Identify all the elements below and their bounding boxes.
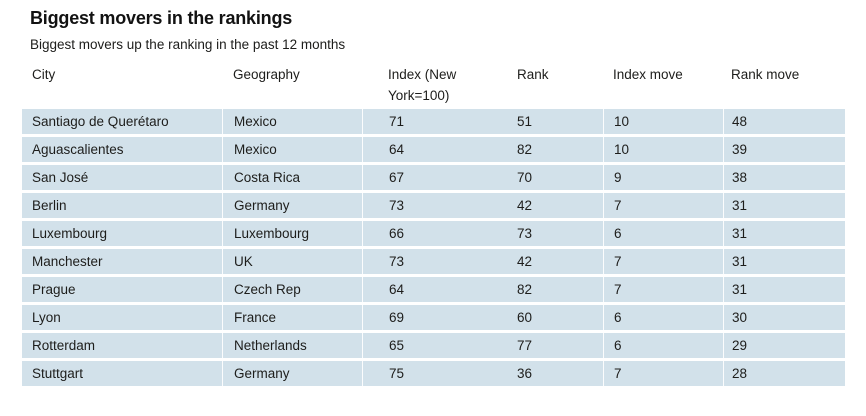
cell-index: 64	[362, 276, 505, 302]
cell-geography: Mexico	[222, 108, 362, 134]
column-header-rank: Rank	[517, 66, 549, 82]
cell-index-move: 7	[603, 248, 723, 274]
cell-geography: France	[222, 304, 362, 330]
column-header-index-move: Index move	[613, 66, 683, 82]
column-header-city: City	[32, 66, 56, 82]
cell-index-move: 7	[603, 276, 723, 302]
cell-rank: 70	[517, 169, 533, 185]
cell-index-move: 10	[603, 108, 723, 134]
cell-rank: 82	[517, 281, 533, 297]
cell-rank: 51	[517, 113, 533, 129]
cell-city: Aguascalientes	[32, 141, 124, 157]
cell-rank: 73	[517, 225, 533, 241]
cell-rank-move: 29	[723, 332, 845, 358]
cell-index-move: 6	[603, 304, 723, 330]
cell-index: 64	[362, 136, 505, 162]
table-header-row: City Geography Index (New York=100) Rank…	[22, 64, 845, 109]
cell-city: Luxembourg	[32, 225, 108, 241]
cell-rank-move: 31	[723, 276, 845, 302]
table-row: Prague Czech Rep 64 82 7 31	[22, 276, 845, 302]
subtitle: Biggest movers up the ranking in the pas…	[30, 36, 346, 52]
table-row: San José Costa Rica 67 70 9 38	[22, 164, 845, 190]
cell-rank-move: 48	[723, 108, 845, 134]
table-row: Berlin Germany 73 42 7 31	[22, 192, 845, 218]
cell-geography: Germany	[222, 192, 362, 218]
cell-rank: 77	[517, 337, 533, 353]
cell-rank-move: 31	[723, 248, 845, 274]
biggest-movers-table-figure: Biggest movers in the rankings Biggest m…	[0, 8, 866, 416]
cell-index-move: 6	[603, 220, 723, 246]
cell-index-move: 9	[603, 164, 723, 190]
cell-city: Lyon	[32, 309, 61, 325]
column-header-rank-move: Rank move	[731, 66, 800, 82]
cell-city: Rotterdam	[32, 337, 96, 353]
cell-rank: 36	[517, 365, 533, 381]
cell-geography: Luxembourg	[222, 220, 362, 246]
cell-index: 66	[362, 220, 505, 246]
table-row: Aguascalientes Mexico 64 82 10 39	[22, 136, 845, 162]
cell-rank: 42	[517, 253, 533, 269]
cell-city: Berlin	[32, 197, 67, 213]
cell-index: 67	[362, 164, 505, 190]
table-row: Lyon France 69 60 6 30	[22, 304, 845, 330]
cell-index: 73	[362, 192, 505, 218]
cell-city: Santiago de Querétaro	[32, 113, 169, 129]
cell-geography: Czech Rep	[222, 276, 362, 302]
cell-rank: 60	[517, 309, 533, 325]
cell-index-move: 6	[603, 332, 723, 358]
cell-geography: Costa Rica	[222, 164, 362, 190]
cell-geography: Netherlands	[222, 332, 362, 358]
cell-city: Stuttgart	[32, 365, 84, 381]
cell-rank-move: 30	[723, 304, 845, 330]
cell-index-move: 7	[603, 192, 723, 218]
cell-rank-move: 28	[723, 360, 845, 386]
cell-rank: 42	[517, 197, 533, 213]
column-header-index: Index (New York=100)	[388, 66, 457, 103]
cell-index: 75	[362, 360, 505, 386]
table-row: Stuttgart Germany 75 36 7 28	[22, 360, 845, 386]
cell-geography: Mexico	[222, 136, 362, 162]
cell-index: 69	[362, 304, 505, 330]
cell-index-move: 7	[603, 360, 723, 386]
cell-city: San José	[32, 169, 89, 185]
cell-rank: 82	[517, 141, 533, 157]
cell-rank-move: 38	[723, 164, 845, 190]
cell-city: Manchester	[32, 253, 103, 269]
table-row: Santiago de Querétaro Mexico 71 51 10 48	[22, 108, 845, 134]
table-body: Santiago de Querétaro Mexico 71 51 10 48…	[22, 108, 866, 386]
page-title: Biggest movers in the rankings	[30, 8, 293, 28]
cell-rank-move: 31	[723, 220, 845, 246]
table-row: Rotterdam Netherlands 65 77 6 29	[22, 332, 845, 358]
cell-geography: Germany	[222, 360, 362, 386]
cell-index: 71	[362, 108, 505, 134]
cell-index-move: 10	[603, 136, 723, 162]
table-row: Manchester UK 73 42 7 31	[22, 248, 845, 274]
cell-index: 73	[362, 248, 505, 274]
cell-rank-move: 31	[723, 192, 845, 218]
cell-city: Prague	[32, 281, 76, 297]
cell-geography: UK	[222, 248, 362, 274]
table-row: Luxembourg Luxembourg 66 73 6 31	[22, 220, 845, 246]
column-header-geography: Geography	[233, 66, 300, 82]
cell-rank-move: 39	[723, 136, 845, 162]
cell-index: 65	[362, 332, 505, 358]
